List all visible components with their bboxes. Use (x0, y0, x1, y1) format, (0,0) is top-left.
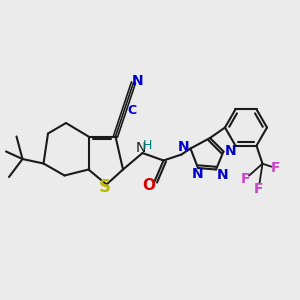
Text: N: N (224, 144, 236, 158)
Text: C: C (128, 104, 136, 118)
Text: N: N (132, 74, 143, 88)
Text: F: F (254, 182, 263, 196)
Text: N: N (217, 168, 228, 182)
Text: F: F (241, 172, 250, 186)
Text: O: O (142, 178, 156, 193)
Text: F: F (271, 161, 281, 175)
Text: N: N (178, 140, 190, 154)
Text: H: H (143, 139, 153, 152)
Text: N: N (192, 167, 203, 181)
Text: S: S (99, 178, 111, 196)
Text: N: N (136, 141, 146, 154)
